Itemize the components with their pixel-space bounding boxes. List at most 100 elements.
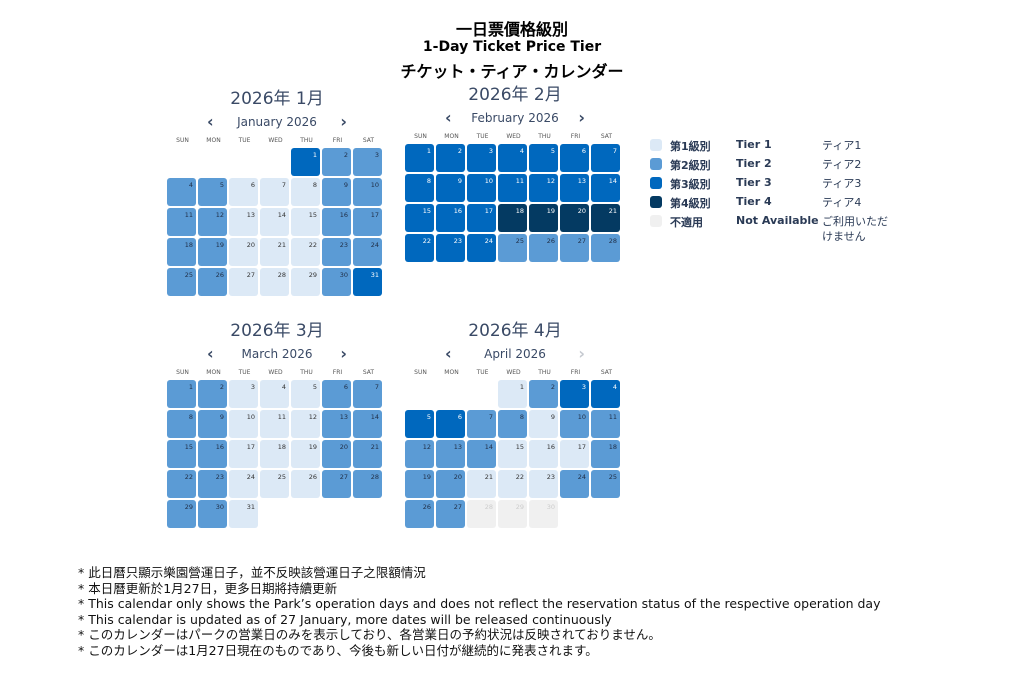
day-cell[interactable]: 8 xyxy=(167,410,196,438)
day-cell[interactable]: 18 xyxy=(591,440,620,468)
day-cell[interactable]: 7 xyxy=(260,178,289,206)
day-cell[interactable]: 25 xyxy=(167,268,196,296)
day-cell[interactable]: 5 xyxy=(529,144,558,172)
day-cell[interactable]: 27 xyxy=(229,268,258,296)
day-cell[interactable]: 16 xyxy=(198,440,227,468)
chevron-right-icon[interactable]: › xyxy=(340,112,347,131)
day-cell[interactable]: 5 xyxy=(291,380,320,408)
day-cell[interactable]: 31 xyxy=(353,268,382,296)
day-cell[interactable]: 17 xyxy=(229,440,258,468)
day-cell[interactable]: 23 xyxy=(529,470,558,498)
day-cell[interactable]: 5 xyxy=(405,410,434,438)
day-cell[interactable]: 20 xyxy=(229,238,258,266)
day-cell[interactable]: 24 xyxy=(229,470,258,498)
day-cell[interactable]: 22 xyxy=(167,470,196,498)
day-cell[interactable]: 4 xyxy=(591,380,620,408)
day-cell[interactable]: 17 xyxy=(560,440,589,468)
day-cell[interactable]: 1 xyxy=(291,148,320,176)
day-cell[interactable]: 12 xyxy=(198,208,227,236)
day-cell[interactable]: 18 xyxy=(498,204,527,232)
day-cell[interactable]: 10 xyxy=(560,410,589,438)
day-cell[interactable]: 10 xyxy=(353,178,382,206)
day-cell[interactable]: 15 xyxy=(405,204,434,232)
day-cell[interactable]: 17 xyxy=(353,208,382,236)
day-cell[interactable]: 14 xyxy=(353,410,382,438)
chevron-right-icon[interactable]: › xyxy=(578,108,585,127)
day-cell[interactable]: 16 xyxy=(529,440,558,468)
day-cell[interactable]: 7 xyxy=(467,410,496,438)
day-cell[interactable]: 22 xyxy=(291,238,320,266)
chevron-left-icon[interactable]: ‹ xyxy=(207,112,214,131)
day-cell[interactable]: 3 xyxy=(229,380,258,408)
day-cell[interactable]: 30 xyxy=(322,268,351,296)
day-cell[interactable]: 31 xyxy=(229,500,258,528)
day-cell[interactable]: 25 xyxy=(591,470,620,498)
day-cell[interactable]: 19 xyxy=(198,238,227,266)
day-cell[interactable]: 30 xyxy=(198,500,227,528)
day-cell[interactable]: 21 xyxy=(467,470,496,498)
day-cell[interactable]: 20 xyxy=(322,440,351,468)
day-cell[interactable]: 27 xyxy=(322,470,351,498)
day-cell[interactable]: 20 xyxy=(560,204,589,232)
day-cell[interactable]: 25 xyxy=(260,470,289,498)
day-cell[interactable]: 13 xyxy=(436,440,465,468)
day-cell[interactable]: 14 xyxy=(260,208,289,236)
day-cell[interactable]: 14 xyxy=(467,440,496,468)
chevron-left-icon[interactable]: ‹ xyxy=(207,344,214,363)
day-cell[interactable]: 26 xyxy=(291,470,320,498)
day-cell[interactable]: 8 xyxy=(405,174,434,202)
day-cell[interactable]: 29 xyxy=(291,268,320,296)
day-cell[interactable]: 14 xyxy=(591,174,620,202)
day-cell[interactable]: 9 xyxy=(322,178,351,206)
day-cell[interactable]: 1 xyxy=(167,380,196,408)
day-cell[interactable]: 26 xyxy=(405,500,434,528)
day-cell[interactable]: 7 xyxy=(353,380,382,408)
day-cell[interactable]: 7 xyxy=(591,144,620,172)
day-cell[interactable]: 23 xyxy=(198,470,227,498)
day-cell[interactable]: 19 xyxy=(405,470,434,498)
day-cell[interactable]: 3 xyxy=(560,380,589,408)
day-cell[interactable]: 27 xyxy=(560,234,589,262)
day-cell[interactable]: 23 xyxy=(322,238,351,266)
day-cell[interactable]: 9 xyxy=(436,174,465,202)
chevron-left-icon[interactable]: ‹ xyxy=(445,344,452,363)
day-cell[interactable]: 21 xyxy=(591,204,620,232)
day-cell[interactable]: 2 xyxy=(322,148,351,176)
day-cell[interactable]: 21 xyxy=(353,440,382,468)
day-cell[interactable]: 28 xyxy=(353,470,382,498)
day-cell[interactable]: 2 xyxy=(529,380,558,408)
day-cell[interactable]: 8 xyxy=(291,178,320,206)
day-cell[interactable]: 10 xyxy=(229,410,258,438)
day-cell[interactable]: 11 xyxy=(260,410,289,438)
day-cell[interactable]: 19 xyxy=(291,440,320,468)
day-cell[interactable]: 22 xyxy=(498,470,527,498)
day-cell[interactable]: 20 xyxy=(436,470,465,498)
day-cell[interactable]: 12 xyxy=(405,440,434,468)
day-cell[interactable]: 4 xyxy=(167,178,196,206)
day-cell[interactable]: 10 xyxy=(467,174,496,202)
day-cell[interactable]: 9 xyxy=(198,410,227,438)
day-cell[interactable]: 3 xyxy=(353,148,382,176)
day-cell[interactable]: 11 xyxy=(591,410,620,438)
day-cell[interactable]: 28 xyxy=(591,234,620,262)
day-cell[interactable]: 16 xyxy=(436,204,465,232)
day-cell[interactable]: 24 xyxy=(560,470,589,498)
day-cell[interactable]: 24 xyxy=(467,234,496,262)
day-cell[interactable]: 24 xyxy=(353,238,382,266)
day-cell[interactable]: 18 xyxy=(167,238,196,266)
day-cell[interactable]: 29 xyxy=(167,500,196,528)
chevron-left-icon[interactable]: ‹ xyxy=(445,108,452,127)
day-cell[interactable]: 21 xyxy=(260,238,289,266)
day-cell[interactable]: 5 xyxy=(198,178,227,206)
day-cell[interactable]: 1 xyxy=(498,380,527,408)
day-cell[interactable]: 9 xyxy=(529,410,558,438)
day-cell[interactable]: 2 xyxy=(198,380,227,408)
day-cell[interactable]: 26 xyxy=(529,234,558,262)
day-cell[interactable]: 13 xyxy=(560,174,589,202)
day-cell[interactable]: 26 xyxy=(198,268,227,296)
day-cell[interactable]: 13 xyxy=(322,410,351,438)
day-cell[interactable]: 15 xyxy=(291,208,320,236)
day-cell[interactable]: 8 xyxy=(498,410,527,438)
day-cell[interactable]: 2 xyxy=(436,144,465,172)
day-cell[interactable]: 15 xyxy=(498,440,527,468)
